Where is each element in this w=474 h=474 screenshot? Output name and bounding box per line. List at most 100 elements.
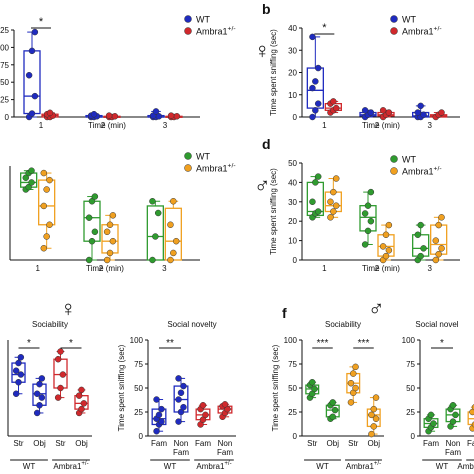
box-rect bbox=[83, 200, 101, 242]
y-tick-label: 100 bbox=[284, 336, 298, 345]
data-point bbox=[420, 111, 427, 119]
data-point bbox=[78, 386, 85, 394]
legend-label: WT bbox=[196, 15, 210, 25]
data-point bbox=[314, 100, 322, 107]
legend-label: Ambra1+/- bbox=[402, 26, 442, 37]
group-label: WT bbox=[436, 462, 449, 471]
significance-label: * bbox=[39, 16, 44, 28]
data-point bbox=[46, 176, 53, 184]
data-point bbox=[309, 84, 316, 92]
x-tick-label: Str bbox=[348, 439, 359, 448]
chart-title: Social novelty bbox=[167, 320, 216, 329]
data-point bbox=[175, 418, 182, 425]
data-point bbox=[106, 249, 114, 257]
data-point bbox=[152, 108, 160, 115]
significance-label: * bbox=[69, 338, 73, 349]
x-axis-label: Time (min) bbox=[362, 121, 400, 130]
data-point bbox=[17, 354, 25, 361]
data-point bbox=[438, 109, 445, 116]
data-point bbox=[372, 415, 380, 422]
data-point bbox=[28, 47, 36, 55]
data-point bbox=[382, 252, 390, 260]
y-tick-label: 0 bbox=[411, 432, 416, 441]
data-point bbox=[361, 241, 369, 248]
significance-label: ** bbox=[166, 338, 174, 349]
data-point bbox=[449, 402, 457, 409]
y-tick-label: 50 bbox=[406, 384, 415, 393]
box-rect bbox=[23, 50, 41, 115]
x-axis-label: Time (min) bbox=[88, 121, 126, 130]
data-point bbox=[90, 110, 98, 118]
y-tick-label: 100 bbox=[402, 336, 416, 345]
y-tick-label: 25 bbox=[406, 408, 415, 417]
data-point bbox=[40, 202, 48, 210]
y-tick-label: 30 bbox=[288, 46, 297, 55]
data-point bbox=[33, 409, 41, 417]
x-tick-label: Str bbox=[13, 439, 24, 448]
data-point bbox=[379, 107, 387, 114]
data-point bbox=[15, 359, 22, 367]
data-point bbox=[88, 198, 96, 205]
data-point bbox=[309, 33, 316, 41]
data-point bbox=[379, 243, 387, 250]
box-rect bbox=[359, 205, 377, 232]
data-point bbox=[155, 411, 163, 419]
x-tick-label: 3 bbox=[427, 121, 432, 130]
group-label: WT bbox=[23, 462, 36, 471]
significance-label: *** bbox=[358, 338, 370, 349]
data-point bbox=[153, 396, 160, 403]
data-point bbox=[311, 385, 318, 393]
data-point bbox=[312, 179, 319, 186]
legend-marker bbox=[390, 155, 398, 163]
y-tick-label: 25 bbox=[288, 408, 297, 417]
y-tick-label: 10 bbox=[288, 91, 297, 100]
data-point bbox=[332, 175, 340, 182]
x-tick-label: 1 bbox=[322, 264, 327, 273]
x-axis-label: Time (min) bbox=[362, 264, 400, 273]
panel-e1: Str Obj Str Obj WT Ambra1+/- Sociability* * ♀ bbox=[7, 296, 92, 471]
data-point bbox=[327, 198, 334, 206]
data-point bbox=[54, 394, 62, 401]
data-point bbox=[435, 221, 442, 229]
y-axis-label: Time spent sniffing (sec) bbox=[269, 29, 278, 116]
x-tick-label: Fam bbox=[467, 439, 474, 448]
data-point bbox=[158, 418, 165, 425]
y-tick-label: 30 bbox=[288, 198, 297, 207]
y-tick-label: 10 bbox=[288, 237, 297, 246]
data-point bbox=[12, 367, 20, 374]
x-tick-label: Obj bbox=[327, 439, 340, 448]
data-point bbox=[370, 423, 377, 430]
data-point bbox=[367, 217, 375, 225]
data-point bbox=[368, 430, 375, 438]
data-point bbox=[361, 210, 369, 217]
data-point bbox=[85, 256, 93, 264]
data-point bbox=[327, 214, 334, 221]
data-point bbox=[167, 256, 174, 264]
data-point bbox=[43, 186, 50, 193]
data-point bbox=[149, 256, 156, 264]
data-point bbox=[367, 188, 375, 196]
group-label: Ambra1+/- bbox=[53, 461, 88, 471]
data-point bbox=[12, 390, 20, 398]
y-tick-label: 50 bbox=[288, 384, 297, 393]
legend-label: WT bbox=[196, 152, 210, 162]
data-point bbox=[103, 256, 111, 264]
x-tick-label: 1 bbox=[39, 121, 44, 130]
legend-label: WT bbox=[402, 15, 416, 25]
data-point bbox=[38, 394, 46, 401]
x-tick-label: 2 bbox=[99, 264, 104, 273]
y-tick-label: 50 bbox=[134, 384, 143, 393]
data-point bbox=[46, 221, 53, 228]
data-point bbox=[370, 405, 377, 413]
data-point bbox=[329, 413, 336, 421]
group-label: WT bbox=[164, 462, 177, 471]
y-tick-label: 25 bbox=[134, 408, 143, 417]
data-point bbox=[435, 250, 442, 258]
data-point bbox=[40, 169, 48, 177]
data-point bbox=[175, 396, 182, 403]
data-point bbox=[331, 406, 339, 414]
data-point bbox=[36, 380, 43, 388]
x-tick-label: Obj bbox=[368, 439, 381, 448]
data-point bbox=[85, 214, 93, 221]
